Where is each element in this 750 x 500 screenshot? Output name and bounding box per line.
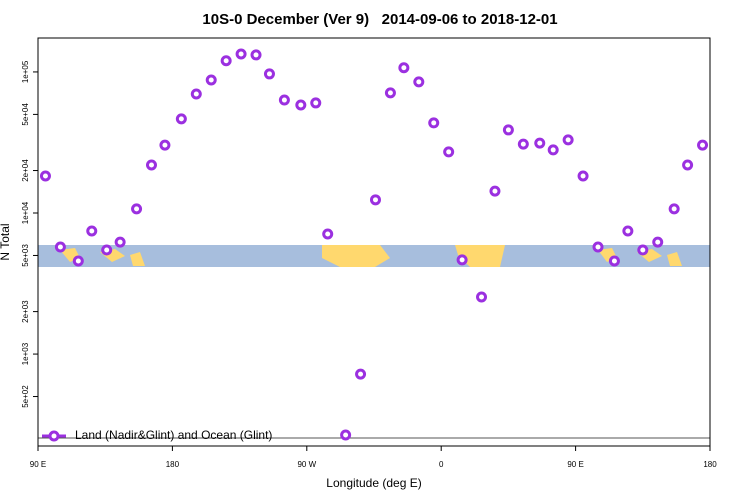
data-point xyxy=(340,429,352,441)
data-point xyxy=(159,139,171,151)
data-point xyxy=(622,225,634,237)
data-point xyxy=(205,74,217,86)
data-point xyxy=(682,159,694,171)
data-point xyxy=(534,137,546,149)
data-point xyxy=(413,76,425,88)
data-point xyxy=(263,68,275,80)
y-tick-label: 5e+02 xyxy=(21,385,30,408)
data-point xyxy=(220,55,232,67)
x-tick-label: 90 W xyxy=(297,460,316,469)
data-point xyxy=(428,117,440,129)
data-point xyxy=(398,62,410,74)
data-point xyxy=(131,203,143,215)
y-tick-label: 5e+03 xyxy=(21,244,30,267)
y-tick-label: 1e+03 xyxy=(21,342,30,365)
data-point xyxy=(369,194,381,206)
data-point xyxy=(86,225,98,237)
y-tick-label: 2e+03 xyxy=(21,300,30,323)
y-tick-label: 1e+04 xyxy=(21,201,30,224)
x-tick-label: 90 E xyxy=(30,460,46,469)
data-point xyxy=(101,244,113,256)
data-point xyxy=(637,244,649,256)
data-point xyxy=(384,87,396,99)
data-point xyxy=(577,170,589,182)
data-point xyxy=(235,48,247,60)
x-tick-label: 90 E xyxy=(567,460,583,469)
data-point xyxy=(547,144,559,156)
data-point xyxy=(72,255,84,267)
data-point xyxy=(278,94,290,106)
x-axis-label: Longitude (deg E) xyxy=(326,476,421,490)
x-tick-label: 0 xyxy=(439,460,444,469)
y-axis-label: N Total xyxy=(0,223,12,260)
data-point xyxy=(54,241,66,253)
data-point xyxy=(175,113,187,125)
data-point xyxy=(443,146,455,158)
data-point xyxy=(697,139,709,151)
x-tick-label: 180 xyxy=(166,460,180,469)
data-point xyxy=(295,99,307,111)
y-tick-label: 1e+05 xyxy=(21,60,30,83)
legend-marker xyxy=(48,430,60,442)
data-point xyxy=(517,138,529,150)
data-point xyxy=(355,368,367,380)
data-point xyxy=(502,124,514,136)
plot-frame xyxy=(37,37,711,447)
data-point xyxy=(562,134,574,146)
y-tick-label: 2e+04 xyxy=(21,159,30,182)
data-point xyxy=(456,254,468,266)
y-tick-label: 5e+04 xyxy=(21,103,30,126)
map-band xyxy=(38,245,710,267)
data-point xyxy=(190,88,202,100)
data-point xyxy=(114,236,126,248)
legend-label: Land (Nadir&Glint) and Ocean (Glint) xyxy=(75,428,272,442)
data-point xyxy=(145,159,157,171)
data-point xyxy=(592,241,604,253)
data-point xyxy=(39,170,51,182)
data-point xyxy=(476,291,488,303)
data-point xyxy=(652,236,664,248)
data-point xyxy=(608,255,620,267)
data-point xyxy=(310,97,322,109)
data-point xyxy=(668,203,680,215)
x-tick-label: 180 xyxy=(703,460,717,469)
data-point xyxy=(250,49,262,61)
chart-title: 10S-0 December (Ver 9) 2014-09-06 to 201… xyxy=(202,11,557,28)
land xyxy=(60,245,682,267)
data-point xyxy=(489,185,501,197)
data-point xyxy=(322,228,334,240)
